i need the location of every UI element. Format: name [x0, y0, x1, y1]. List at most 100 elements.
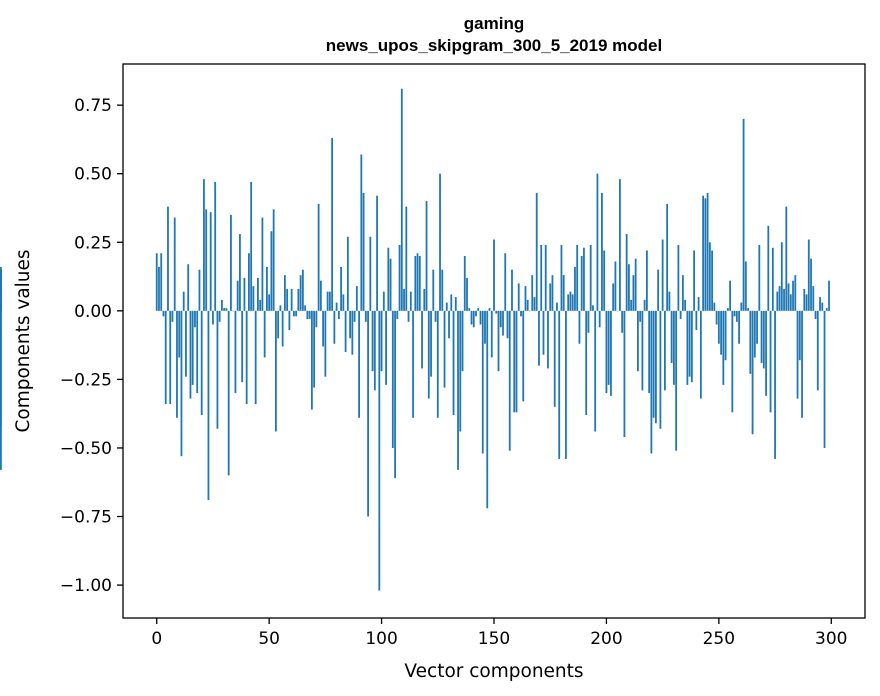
bar-59 [288, 310, 291, 331]
bar-14 [187, 264, 190, 311]
bar-111 [405, 206, 408, 311]
bar-149 [490, 310, 493, 358]
bar-9 [176, 310, 178, 418]
bar-108 [398, 245, 401, 311]
bar-192 [587, 310, 590, 333]
y-tick-label: 0.25 [74, 233, 112, 253]
bar-250 [717, 310, 720, 344]
bar-125 [436, 310, 439, 418]
bar-197 [598, 310, 601, 328]
bar-233 [679, 310, 682, 320]
bar-78 [331, 138, 334, 311]
bar-113 [409, 291, 412, 311]
bar-228 [668, 291, 671, 311]
bar-117 [418, 255, 421, 311]
bar-285 [796, 310, 799, 399]
bar-251 [720, 310, 722, 355]
bar-203 [612, 283, 615, 311]
bar-152 [497, 310, 500, 372]
bar-259 [738, 310, 740, 344]
bar-184 [569, 291, 572, 311]
bar-33 [230, 214, 232, 311]
bar-71 [315, 310, 318, 328]
bar-213 [634, 258, 637, 311]
bar-130 [448, 310, 450, 339]
bar-140 [470, 310, 473, 325]
bar-51 [270, 231, 273, 311]
bar-106 [394, 310, 396, 479]
bar-70 [313, 310, 316, 388]
bar-235 [684, 299, 687, 311]
bar-154 [502, 310, 504, 336]
bar-57 [283, 275, 286, 311]
bar-181 [562, 275, 565, 311]
bar-247 [711, 250, 714, 311]
bar-1 [158, 266, 160, 311]
bar-189 [580, 255, 583, 311]
bar-138 [466, 277, 468, 311]
bar-295 [819, 297, 821, 311]
bar-180 [560, 245, 563, 311]
bar-7 [171, 310, 174, 322]
y-axis-label: Components values [13, 249, 34, 432]
bar-279 [783, 288, 785, 311]
bar-256 [731, 310, 734, 413]
bar-226 [663, 310, 666, 391]
bar-54 [277, 310, 280, 339]
bar-175 [549, 283, 552, 311]
bar-227 [666, 203, 669, 311]
bar-31 [225, 308, 228, 311]
bar-76 [326, 291, 329, 311]
bar-67 [306, 310, 309, 320]
bar-167 [531, 275, 534, 311]
bar-165 [526, 299, 529, 311]
bar-174 [547, 310, 549, 369]
bar-216 [641, 310, 644, 391]
bar-135 [459, 310, 462, 432]
bar-110 [403, 288, 405, 311]
bar-119 [423, 288, 426, 311]
bar-101 [382, 291, 385, 311]
bar-220 [650, 310, 653, 454]
bar-104 [389, 258, 392, 311]
bar-65 [301, 269, 304, 311]
bar-141 [472, 310, 475, 328]
bar-151 [495, 310, 498, 314]
bar-13 [185, 310, 187, 377]
bar-291 [810, 258, 812, 311]
bar-238 [690, 310, 693, 383]
bar-88 [353, 310, 356, 322]
bar-69 [310, 310, 313, 410]
bar-127 [441, 269, 444, 311]
bar-261 [742, 118, 745, 311]
bar-164 [524, 286, 527, 311]
x-axis-label: Vector components [404, 661, 583, 682]
bar-299 [828, 280, 830, 311]
bar-72 [317, 203, 320, 311]
bar-73 [319, 280, 322, 311]
bar-200 [605, 310, 608, 394]
bar-49 [266, 266, 268, 311]
bar-18 [196, 310, 199, 394]
bar-186 [574, 266, 576, 311]
bar-87 [351, 310, 354, 355]
bar-243 [702, 195, 705, 311]
bar-171 [540, 245, 543, 311]
bar-201 [607, 310, 610, 385]
bar-68 [308, 310, 311, 320]
bar-139 [468, 308, 471, 311]
bar-undefined [0, 269, 2, 311]
bar-236 [686, 310, 689, 385]
bar-254 [726, 308, 729, 311]
bar-204 [614, 261, 617, 311]
bar-66 [304, 305, 307, 311]
bar-74 [322, 310, 325, 347]
bar-182 [565, 310, 567, 459]
bar-157 [508, 310, 511, 451]
bar-218 [645, 250, 648, 311]
bar-253 [724, 310, 727, 361]
bar-296 [821, 302, 824, 311]
bar-280 [785, 206, 788, 311]
bar-90 [358, 310, 360, 418]
bar-80 [335, 302, 338, 311]
